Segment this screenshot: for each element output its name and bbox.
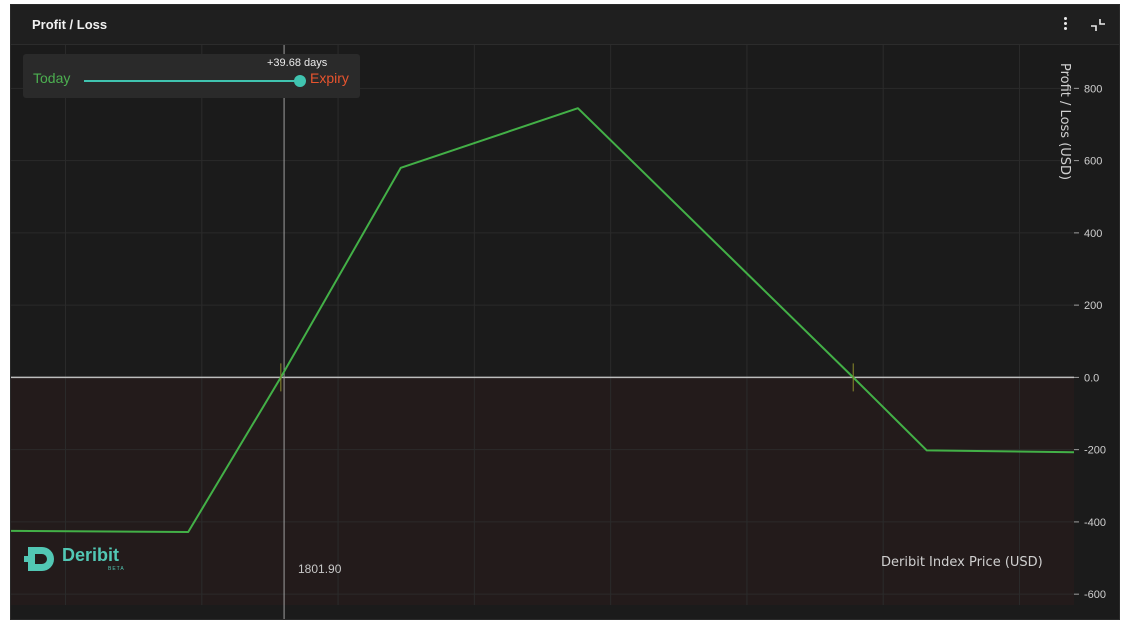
y-tick-label: 200 xyxy=(1084,300,1102,312)
y-tick-label: 800 xyxy=(1084,83,1102,95)
y-tick-label: 0.0 xyxy=(1084,372,1099,384)
deribit-logo: Deribit BETA xyxy=(24,543,124,575)
x-axis-title: Deribit Index Price (USD) xyxy=(881,555,1043,570)
time-slider-handle[interactable] xyxy=(294,75,306,87)
y-tick-label: -400 xyxy=(1084,517,1106,529)
panel-header: Profit / Loss xyxy=(11,5,1119,45)
profit-loss-panel: Profit / Loss 800 600 400 200 0.0 -200 -400 -60… xyxy=(10,4,1120,620)
deribit-beta-tag: BETA xyxy=(108,566,125,572)
y-tick-label: 400 xyxy=(1084,228,1102,240)
loss-region xyxy=(11,377,1074,605)
legend-expiry-label: Expiry xyxy=(310,70,349,86)
y-tick-label: -600 xyxy=(1084,589,1106,601)
time-legend: Today +39.68 days Expiry xyxy=(23,54,360,98)
y-tick-label: 600 xyxy=(1084,156,1102,168)
deribit-logo-icon xyxy=(24,547,54,571)
panel-title: Profit / Loss xyxy=(32,17,108,32)
y-axis-title: Profit / Loss (USD) xyxy=(1057,63,1072,181)
pnl-series-line xyxy=(11,107,1075,533)
legend-today-label: Today xyxy=(33,70,71,86)
collapse-icon[interactable] xyxy=(1089,16,1107,34)
crosshair-price-label: 1801.90 xyxy=(298,562,342,576)
y-tick-label: -200 xyxy=(1084,445,1106,457)
more-options-icon[interactable] xyxy=(1061,17,1069,33)
deribit-wordmark: Deribit xyxy=(62,545,120,565)
time-slider-track[interactable] xyxy=(84,80,301,82)
legend-days-offset: +39.68 days xyxy=(267,57,328,69)
